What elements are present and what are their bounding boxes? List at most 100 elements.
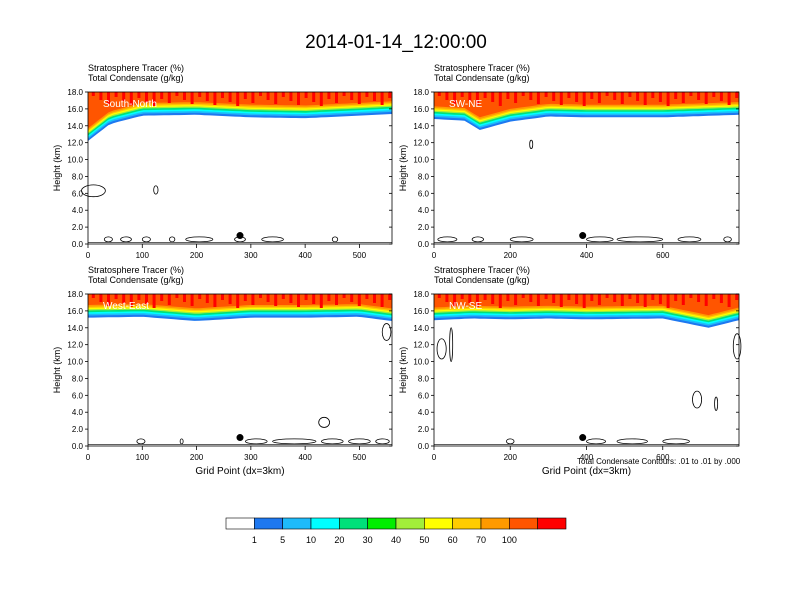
tracer-streak: [689, 294, 693, 298]
y-tick-label: 2.0: [418, 425, 430, 434]
tracer-streak: [160, 294, 164, 301]
surface-cloud-contour: [375, 438, 390, 445]
y-tick-label: 4.0: [418, 408, 430, 417]
tracer-streak: [327, 294, 331, 301]
surface-cloud-contour: [169, 236, 176, 243]
surface-cloud-contour: [471, 236, 484, 243]
tracer-streak: [319, 92, 323, 106]
location-marker: [579, 434, 587, 442]
tracer-streak: [274, 92, 278, 104]
tracer-streak: [205, 294, 209, 303]
condensate-contour: [436, 338, 447, 360]
tracer-streak: [266, 92, 270, 100]
surface-cloud-contour: [120, 236, 132, 243]
tracer-streak: [281, 92, 285, 97]
panel-subtitle-condensate: Total Condensate (g/kg): [434, 275, 530, 285]
tracer-streak: [483, 294, 487, 300]
x-tick-label: 200: [190, 251, 204, 260]
tracer-streak: [674, 294, 678, 301]
tracer-streak: [597, 92, 601, 103]
tracer-streak: [719, 294, 723, 303]
tracer-streak: [335, 294, 338, 305]
tracer-streak: [350, 294, 354, 302]
tracer-streak: [468, 294, 472, 303]
condensate-contour: [732, 333, 742, 360]
tracer-streak: [145, 294, 148, 304]
tracer-streak: [319, 294, 323, 308]
tracer-streak: [636, 92, 640, 101]
tracer-streak: [582, 92, 586, 106]
tracer-streak: [704, 294, 708, 306]
y-tick-label: 2.0: [72, 425, 84, 434]
tracer-streak: [183, 294, 186, 302]
y-axis-label: Height (km): [398, 145, 408, 192]
y-tick-label: 18.0: [67, 88, 83, 97]
tracer-streak: [129, 92, 133, 105]
tracer-streak: [529, 294, 533, 302]
tracer-streak: [304, 294, 308, 300]
y-tick-label: 8.0: [72, 374, 84, 383]
y-tick-label: 18.0: [413, 88, 429, 97]
tracer-streak: [735, 92, 739, 98]
tracer-streak: [605, 92, 609, 96]
tracer-streak: [453, 92, 457, 104]
x-tick-label: 100: [136, 251, 150, 260]
tracer-streak: [190, 92, 194, 104]
tracer-streak: [735, 294, 739, 300]
y-tick-label: 0.0: [418, 240, 430, 249]
tracer-streak: [536, 294, 540, 306]
x-axis-label: Grid Point (dx=3km): [542, 466, 631, 477]
panel-subtitle-condensate: Total Condensate (g/kg): [88, 73, 184, 83]
y-tick-label: 14.0: [67, 324, 83, 333]
y-tick-label: 4.0: [72, 206, 84, 215]
tracer-streak: [152, 92, 156, 106]
x-axis-label: Grid Point (dx=3km): [195, 466, 284, 477]
tracer-streak: [107, 294, 110, 306]
panel-0: [81, 91, 393, 248]
panel-3: [431, 293, 742, 450]
tracer-streak: [498, 294, 502, 308]
tracer-streak: [152, 294, 156, 308]
tracer-streak: [145, 92, 148, 102]
panel-label: South-North: [103, 99, 157, 110]
contour-footnote: Total Condensate Contours: .01 to .01 by…: [577, 457, 741, 466]
tracer-streak: [342, 294, 346, 298]
y-tick-label: 10.0: [413, 358, 429, 367]
tracer-streak: [575, 92, 579, 102]
tracer-streak: [521, 294, 525, 298]
surface-cloud-contour: [586, 438, 606, 445]
tracer-streak: [666, 92, 670, 106]
tracer-streak: [658, 294, 662, 304]
y-tick-label: 4.0: [72, 408, 84, 417]
tracer-streak: [582, 294, 586, 308]
tracer-streak: [674, 92, 678, 99]
tracer-streak: [228, 294, 232, 304]
x-tick-label: 500: [353, 453, 367, 462]
tracer-streak: [453, 294, 457, 306]
tracer-streak: [289, 294, 293, 303]
tracer-streak: [297, 294, 300, 307]
x-tick-label: 200: [504, 453, 518, 462]
panel-frame: [87, 91, 393, 245]
panel-subtitle-tracer: Stratosphere Tracer (%): [434, 265, 530, 275]
tracer-streak: [183, 92, 186, 100]
tracer-streak: [175, 92, 179, 96]
y-tick-label: 14.0: [67, 122, 83, 131]
location-marker: [236, 434, 244, 442]
surface-cloud-contour: [506, 438, 515, 445]
tracer-streak: [697, 92, 701, 100]
tracer-streak: [243, 294, 247, 301]
tracer-streak: [243, 92, 247, 99]
tracer-streak: [643, 294, 647, 307]
x-tick-label: 400: [298, 453, 312, 462]
x-tick-label: 500: [353, 251, 367, 260]
tracer-streak: [514, 92, 518, 103]
tracer-streak: [221, 294, 224, 300]
tracer-streak: [160, 92, 164, 99]
tracer-streak: [529, 92, 533, 100]
surface-cloud-contour: [616, 236, 664, 243]
tracer-streak: [590, 294, 594, 301]
y-tick-label: 16.0: [67, 105, 83, 114]
tracer-streak: [544, 294, 548, 299]
colorbar-label: 10: [306, 535, 316, 545]
